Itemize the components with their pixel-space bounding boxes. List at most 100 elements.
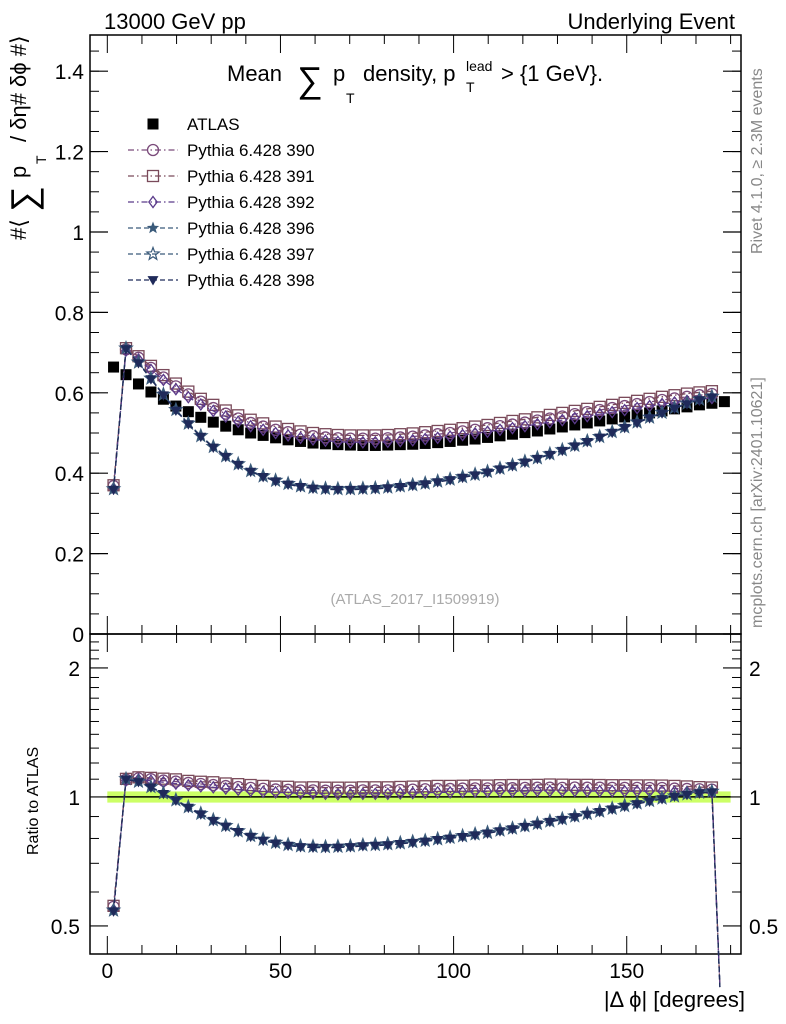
ratio-point bbox=[444, 834, 456, 844]
data-point bbox=[270, 477, 282, 487]
data-point bbox=[220, 409, 231, 424]
ratio-y-axis-label: Ratio to ATLAS bbox=[25, 747, 42, 855]
data-point bbox=[357, 485, 369, 495]
ratio-point bbox=[132, 778, 144, 788]
legend-label: Pythia 6.428 397 bbox=[187, 245, 315, 264]
ratio-point bbox=[394, 780, 407, 794]
ratio-point bbox=[245, 784, 256, 798]
data-point bbox=[256, 417, 270, 430]
data-point bbox=[632, 401, 643, 415]
plot-title: Mean ∑ p T density, p lead T > {1 GeV}. bbox=[227, 58, 603, 106]
data-point bbox=[245, 467, 257, 478]
data-point bbox=[431, 424, 444, 438]
legend-marker bbox=[148, 195, 158, 209]
data-point bbox=[420, 432, 431, 446]
title-sub-t: T bbox=[346, 90, 355, 106]
data-point bbox=[581, 417, 593, 429]
ratio-point bbox=[195, 810, 207, 820]
data-point bbox=[469, 471, 481, 481]
data-point bbox=[706, 393, 718, 403]
data-point bbox=[169, 377, 183, 390]
data-point bbox=[644, 414, 656, 424]
data-point bbox=[307, 484, 319, 494]
title-mid: density, p bbox=[363, 61, 456, 86]
ratio-point bbox=[331, 781, 345, 794]
data-point bbox=[582, 409, 593, 423]
ratio-point bbox=[569, 784, 580, 798]
xtick-label: 0 bbox=[101, 960, 113, 983]
data-point bbox=[170, 406, 182, 416]
data-point bbox=[443, 423, 457, 436]
legend-marker bbox=[147, 276, 159, 286]
data-point bbox=[693, 396, 705, 406]
data-point bbox=[108, 361, 120, 373]
ratio-point bbox=[270, 785, 281, 799]
main-ytick-labels: 0 0.2 0.4 0.6 0.8 1 1.2 1.4 bbox=[55, 61, 85, 647]
ratio-point bbox=[556, 778, 569, 791]
ratio-point bbox=[369, 781, 382, 794]
data-point bbox=[544, 415, 555, 429]
ratio-point bbox=[232, 778, 245, 791]
data-point bbox=[594, 407, 605, 421]
ratio-plot-frame bbox=[89, 633, 742, 955]
data-point bbox=[307, 437, 319, 449]
series-line bbox=[112, 348, 712, 487]
data-point bbox=[345, 435, 356, 449]
ratio-point bbox=[145, 783, 157, 793]
ratio-point bbox=[381, 781, 394, 794]
ratio-point bbox=[532, 784, 543, 798]
ratio-point bbox=[469, 831, 481, 841]
ratio-point bbox=[581, 810, 593, 820]
ratio-point bbox=[170, 796, 182, 807]
ratio-point bbox=[445, 785, 456, 799]
main-ytick-label: 0 bbox=[72, 624, 84, 647]
data-point bbox=[406, 427, 419, 440]
data-point bbox=[319, 485, 331, 495]
data-point bbox=[344, 485, 356, 496]
data-point bbox=[531, 454, 543, 465]
data-point bbox=[556, 406, 569, 420]
legend-marker bbox=[146, 169, 160, 183]
data-point bbox=[407, 481, 419, 492]
ylabel-sub-t: T bbox=[33, 155, 49, 164]
data-point bbox=[145, 375, 157, 385]
ratio-point bbox=[306, 781, 320, 794]
data-point bbox=[269, 420, 282, 433]
data-point bbox=[593, 400, 606, 414]
data-point bbox=[519, 419, 530, 433]
data-point bbox=[531, 425, 543, 437]
data-point bbox=[482, 425, 493, 439]
ratio-point bbox=[407, 786, 418, 800]
data-point bbox=[619, 423, 631, 434]
data-point bbox=[158, 373, 169, 387]
data-point bbox=[195, 397, 206, 412]
ratio-point bbox=[369, 841, 381, 852]
data-point bbox=[295, 483, 307, 493]
data-point bbox=[332, 439, 344, 451]
title-sup-lead: lead bbox=[466, 58, 492, 74]
ratio-point bbox=[157, 789, 169, 800]
data-point bbox=[643, 392, 656, 405]
data-point bbox=[382, 435, 393, 449]
ratio-point bbox=[344, 781, 357, 794]
ratio-point bbox=[283, 786, 294, 800]
ratio-point bbox=[370, 787, 381, 801]
data-point bbox=[319, 438, 331, 450]
main-data-area bbox=[105, 339, 730, 496]
ratio-point bbox=[482, 785, 493, 799]
legend-marker bbox=[146, 143, 160, 157]
ylabel-open: #⟨ bbox=[6, 219, 31, 240]
ratio-point bbox=[557, 784, 568, 798]
data-point bbox=[183, 390, 194, 404]
title-sub-t2: T bbox=[466, 79, 475, 95]
ratio-point bbox=[506, 778, 519, 792]
ratio-point bbox=[494, 827, 506, 837]
ratio-point bbox=[233, 783, 244, 797]
ratio-series-line bbox=[112, 777, 721, 988]
data-point bbox=[544, 450, 556, 461]
ylabel-p: p bbox=[6, 166, 31, 178]
ratio-series-line bbox=[112, 776, 721, 988]
data-point bbox=[369, 439, 381, 451]
ratio-point bbox=[506, 825, 518, 835]
ratio-ytick-label-right: 2 bbox=[749, 658, 761, 681]
